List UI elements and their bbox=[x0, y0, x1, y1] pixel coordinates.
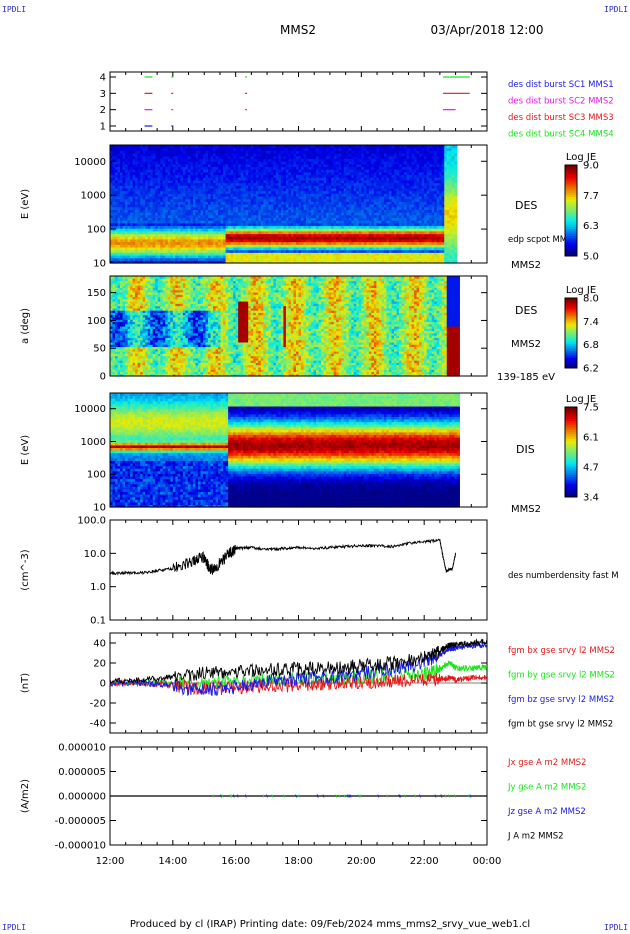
burst-legend-entry: des dist burst SC3 MMS3 bbox=[508, 113, 614, 123]
burst-legend-entry: des dist burst SC1 MMS1 bbox=[508, 80, 614, 90]
panel-burst-frame bbox=[110, 72, 487, 131]
panel-des-energy-cells bbox=[110, 145, 457, 264]
y-tick-label: 3 bbox=[100, 89, 106, 100]
figure: MMS2 03/Apr/2018 12:00 Produced by cl (I… bbox=[0, 0, 630, 934]
y-tick-label: 4 bbox=[100, 73, 106, 84]
panels: 1 2 3 4 des dist burst SC1 MMS1 des dist burs… bbox=[20, 72, 619, 867]
footer-text: Produced by cl (IRAP) Printing date: 09/… bbox=[130, 919, 530, 930]
burst-legend-entry: des dist burst SC4 MMS4 bbox=[508, 130, 614, 140]
y-tick-label: 1 bbox=[100, 122, 106, 133]
y-tick-label: 2 bbox=[100, 105, 106, 116]
spacecraft-title: MMS2 bbox=[280, 23, 316, 37]
burst-legend-entry: des dist burst SC2 MMS2 bbox=[508, 97, 614, 107]
datetime-title: 03/Apr/2018 12:00 bbox=[430, 23, 543, 37]
